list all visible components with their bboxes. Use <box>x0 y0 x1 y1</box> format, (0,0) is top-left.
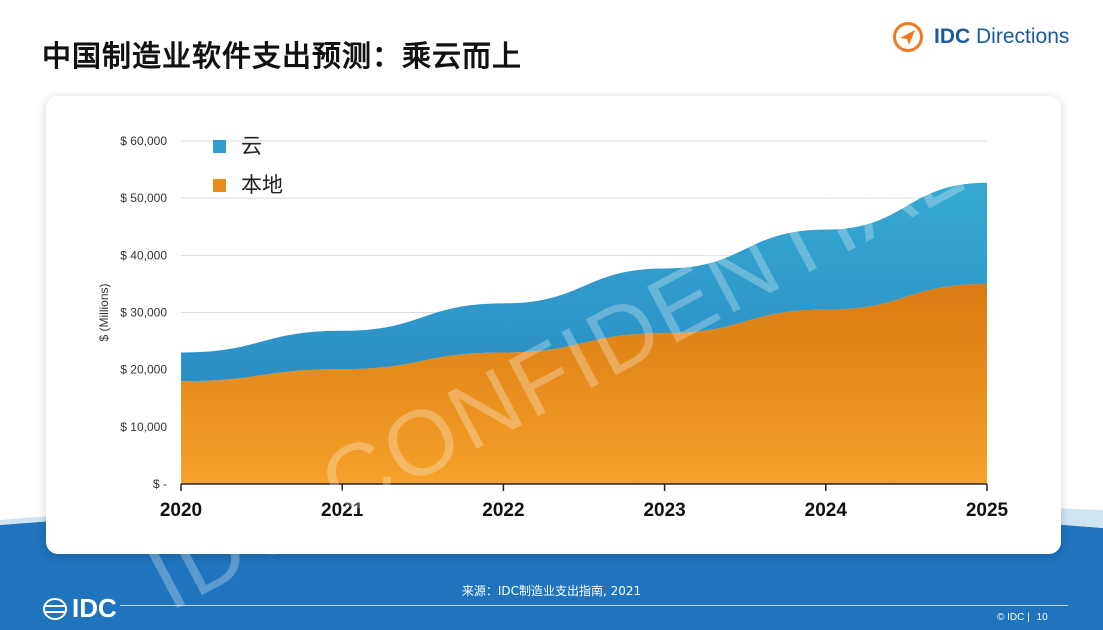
legend-swatch <box>213 140 226 153</box>
x-tick-label: 2021 <box>321 500 364 521</box>
axes <box>180 483 988 491</box>
area-cloud <box>181 182 987 382</box>
x-tick-label: 2024 <box>805 500 848 521</box>
footer-logo-text: IDC <box>72 593 117 623</box>
x-tick-label: 2025 <box>966 500 1009 521</box>
y-tick-label: $ - <box>153 477 167 491</box>
legend-label: 本地 <box>241 173 283 197</box>
y-tick-label: $ 40,000 <box>120 248 167 262</box>
page-number: 10 <box>1036 612 1048 623</box>
legend: 云本地 <box>213 134 283 197</box>
footer-copyright: © IDC | 10 <box>997 612 1048 623</box>
brand-logo: IDC Directions <box>892 20 1069 54</box>
legend-swatch <box>213 179 226 192</box>
globe-icon <box>43 597 67 620</box>
stacked-area-chart: $ - $ 10,000 $ 20,000 $ 30,000 $ 40,000 $ 50,… <box>97 134 1009 521</box>
y-tick-label: $ 60,000 <box>120 134 167 148</box>
brand-name-rest: Directions <box>970 25 1070 48</box>
x-tick-label: 2023 <box>643 500 685 521</box>
y-tick-label: $ 30,000 <box>120 306 167 320</box>
footer-logo: IDC <box>42 593 117 624</box>
copyright-text: © IDC | <box>997 612 1030 623</box>
footer-divider <box>120 605 1068 606</box>
page-title: 中国制造业软件支出预测：乘云而上 <box>42 39 523 73</box>
x-tick-label: 2020 <box>160 500 202 521</box>
legend-label: 云 <box>241 134 262 158</box>
y-tick-label: $ 20,000 <box>120 363 167 377</box>
chart-card: $ - $ 10,000 $ 20,000 $ 30,000 $ 40,000 $ 50,… <box>46 96 1061 554</box>
source-note: 来源：IDC制造业支出指南, 2021 <box>461 584 642 598</box>
brand-name-bold: IDC <box>934 25 971 48</box>
y-tick-label: $ 10,000 <box>120 420 167 434</box>
series-areas <box>181 182 987 484</box>
paper-plane-icon <box>893 22 923 52</box>
y-tick-label: $ 50,000 <box>120 191 167 205</box>
tick-labels: $ - $ 10,000 $ 20,000 $ 30,000 $ 40,000 $ 50,… <box>97 134 1009 521</box>
y-axis-title: $ (Millions) <box>97 283 111 341</box>
area-onprem <box>181 283 987 484</box>
x-tick-label: 2022 <box>482 500 524 521</box>
